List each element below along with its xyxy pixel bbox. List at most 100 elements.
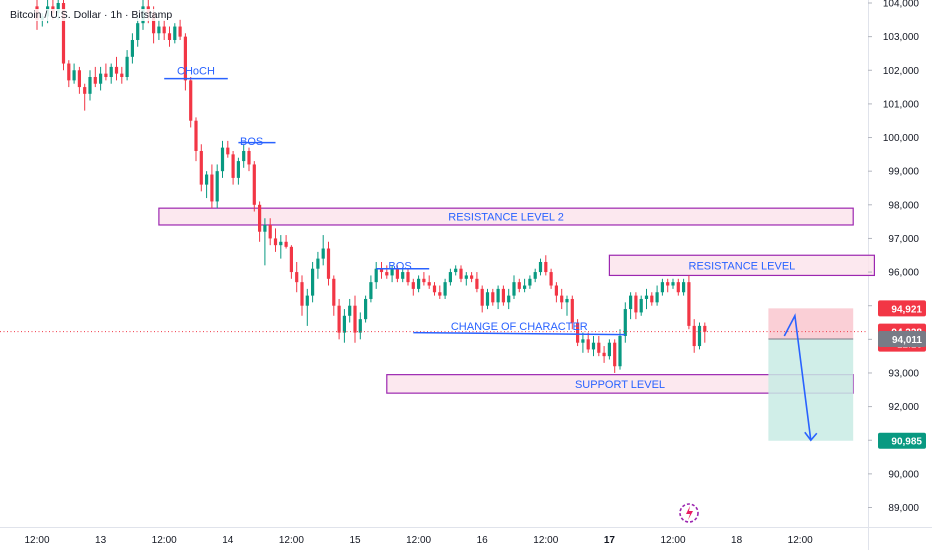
- candle-body: [411, 282, 415, 289]
- candle: [602, 346, 606, 363]
- candle-body: [157, 26, 161, 34]
- forecast-arrow: [783, 313, 812, 441]
- candle-body: [470, 275, 474, 279]
- candle: [295, 261, 299, 293]
- candle-body: [438, 292, 442, 296]
- candle: [523, 278, 527, 293]
- y-tick-label: 104,000: [883, 0, 920, 10]
- x-tick-label: 12:00: [788, 535, 813, 546]
- candle: [173, 23, 177, 44]
- take-profit-zone: [768, 338, 854, 441]
- candle-body: [480, 288, 484, 306]
- candle: [99, 66, 103, 91]
- candle: [114, 56, 119, 81]
- candle: [88, 70, 92, 101]
- zone-label: SUPPORT LEVEL: [575, 379, 665, 391]
- candle-body: [136, 23, 140, 40]
- candle: [109, 63, 113, 84]
- candle: [703, 322, 707, 343]
- candle-body: [289, 246, 293, 273]
- candle-body: [56, 3, 60, 14]
- candle-body: [263, 224, 267, 232]
- y-tick-label: 92,000: [888, 402, 919, 413]
- candle-body: [326, 248, 331, 279]
- y-tick-label: 99,000: [888, 167, 919, 178]
- candle-body: [348, 305, 352, 316]
- candle: [194, 117, 198, 162]
- candle: [438, 285, 442, 299]
- candle: [268, 218, 272, 246]
- candle: [83, 83, 87, 111]
- candle: [385, 265, 389, 279]
- candle: [125, 50, 129, 81]
- candle: [337, 298, 341, 340]
- candle-body: [72, 70, 76, 81]
- candle: [682, 278, 686, 296]
- annotation-line: [413, 331, 626, 336]
- candle: [676, 278, 680, 296]
- candle-body: [432, 285, 437, 293]
- candle-body: [565, 298, 569, 303]
- chart-title: Bitcoin / U.S. Dollar · 1h · Bitstamp: [8, 9, 175, 21]
- x-tick-label: 15: [349, 535, 361, 546]
- zone-box: [608, 254, 876, 277]
- candle-body: [501, 288, 505, 303]
- candle: [454, 265, 458, 276]
- x-axis[interactable]: 12:00 13 12:00 14 12:00 15 12:00 16 12:00 17 12:00…: [24, 535, 813, 546]
- candle: [538, 258, 543, 276]
- candle-body: [682, 282, 686, 293]
- annotation-label: CHoCH: [177, 65, 215, 77]
- y-tick-label: 96,000: [888, 268, 919, 279]
- candle: [528, 275, 532, 289]
- y-tick-label: 90,000: [888, 469, 919, 480]
- candle: [220, 140, 225, 178]
- candle: [475, 272, 479, 293]
- candle-body: [570, 298, 574, 323]
- candle: [411, 278, 415, 296]
- candle-body: [666, 282, 670, 286]
- candle: [252, 161, 256, 212]
- lightning-icon: [686, 506, 693, 520]
- candle-body: [533, 272, 537, 279]
- candle: [210, 164, 214, 209]
- candle-body: [576, 322, 580, 343]
- position-tool[interactable]: [768, 308, 854, 441]
- price-tag-label: 94,921: [891, 304, 922, 315]
- candle: [623, 302, 627, 343]
- candle: [597, 335, 601, 357]
- candle-body: [549, 272, 553, 286]
- candle: [93, 66, 97, 88]
- candle-body: [189, 80, 193, 121]
- candle: [480, 285, 484, 313]
- candle-body: [448, 272, 452, 283]
- candle-body: [692, 325, 696, 347]
- candle: [692, 319, 696, 353]
- candle-body: [109, 66, 113, 77]
- candle-body: [295, 272, 299, 283]
- y-tick-label: 102,000: [883, 66, 920, 77]
- candle: [199, 144, 203, 192]
- candle: [576, 319, 580, 347]
- annotation-lines: CHoCH BOS BOS CHANGE OF CHARACTER: [0, 65, 868, 442]
- candle: [263, 218, 267, 266]
- x-tick-label: 17: [604, 535, 616, 546]
- candle-body: [61, 3, 66, 64]
- candle-body: [337, 305, 341, 333]
- candle: [305, 288, 309, 326]
- candle: [215, 164, 219, 209]
- candle: [120, 66, 124, 84]
- candle-body: [523, 285, 527, 289]
- candle-body: [173, 26, 177, 40]
- candle: [496, 285, 500, 310]
- zone-label: RESISTANCE LEVEL 2: [448, 212, 564, 224]
- replay-logo[interactable]: [679, 503, 699, 523]
- candle-body: [629, 295, 633, 310]
- price-tag: [878, 300, 926, 317]
- candle: [326, 241, 331, 286]
- x-tick-label: 16: [477, 535, 489, 546]
- y-tick-label: 100,000: [883, 133, 920, 144]
- candle: [379, 261, 384, 279]
- candle: [353, 295, 357, 343]
